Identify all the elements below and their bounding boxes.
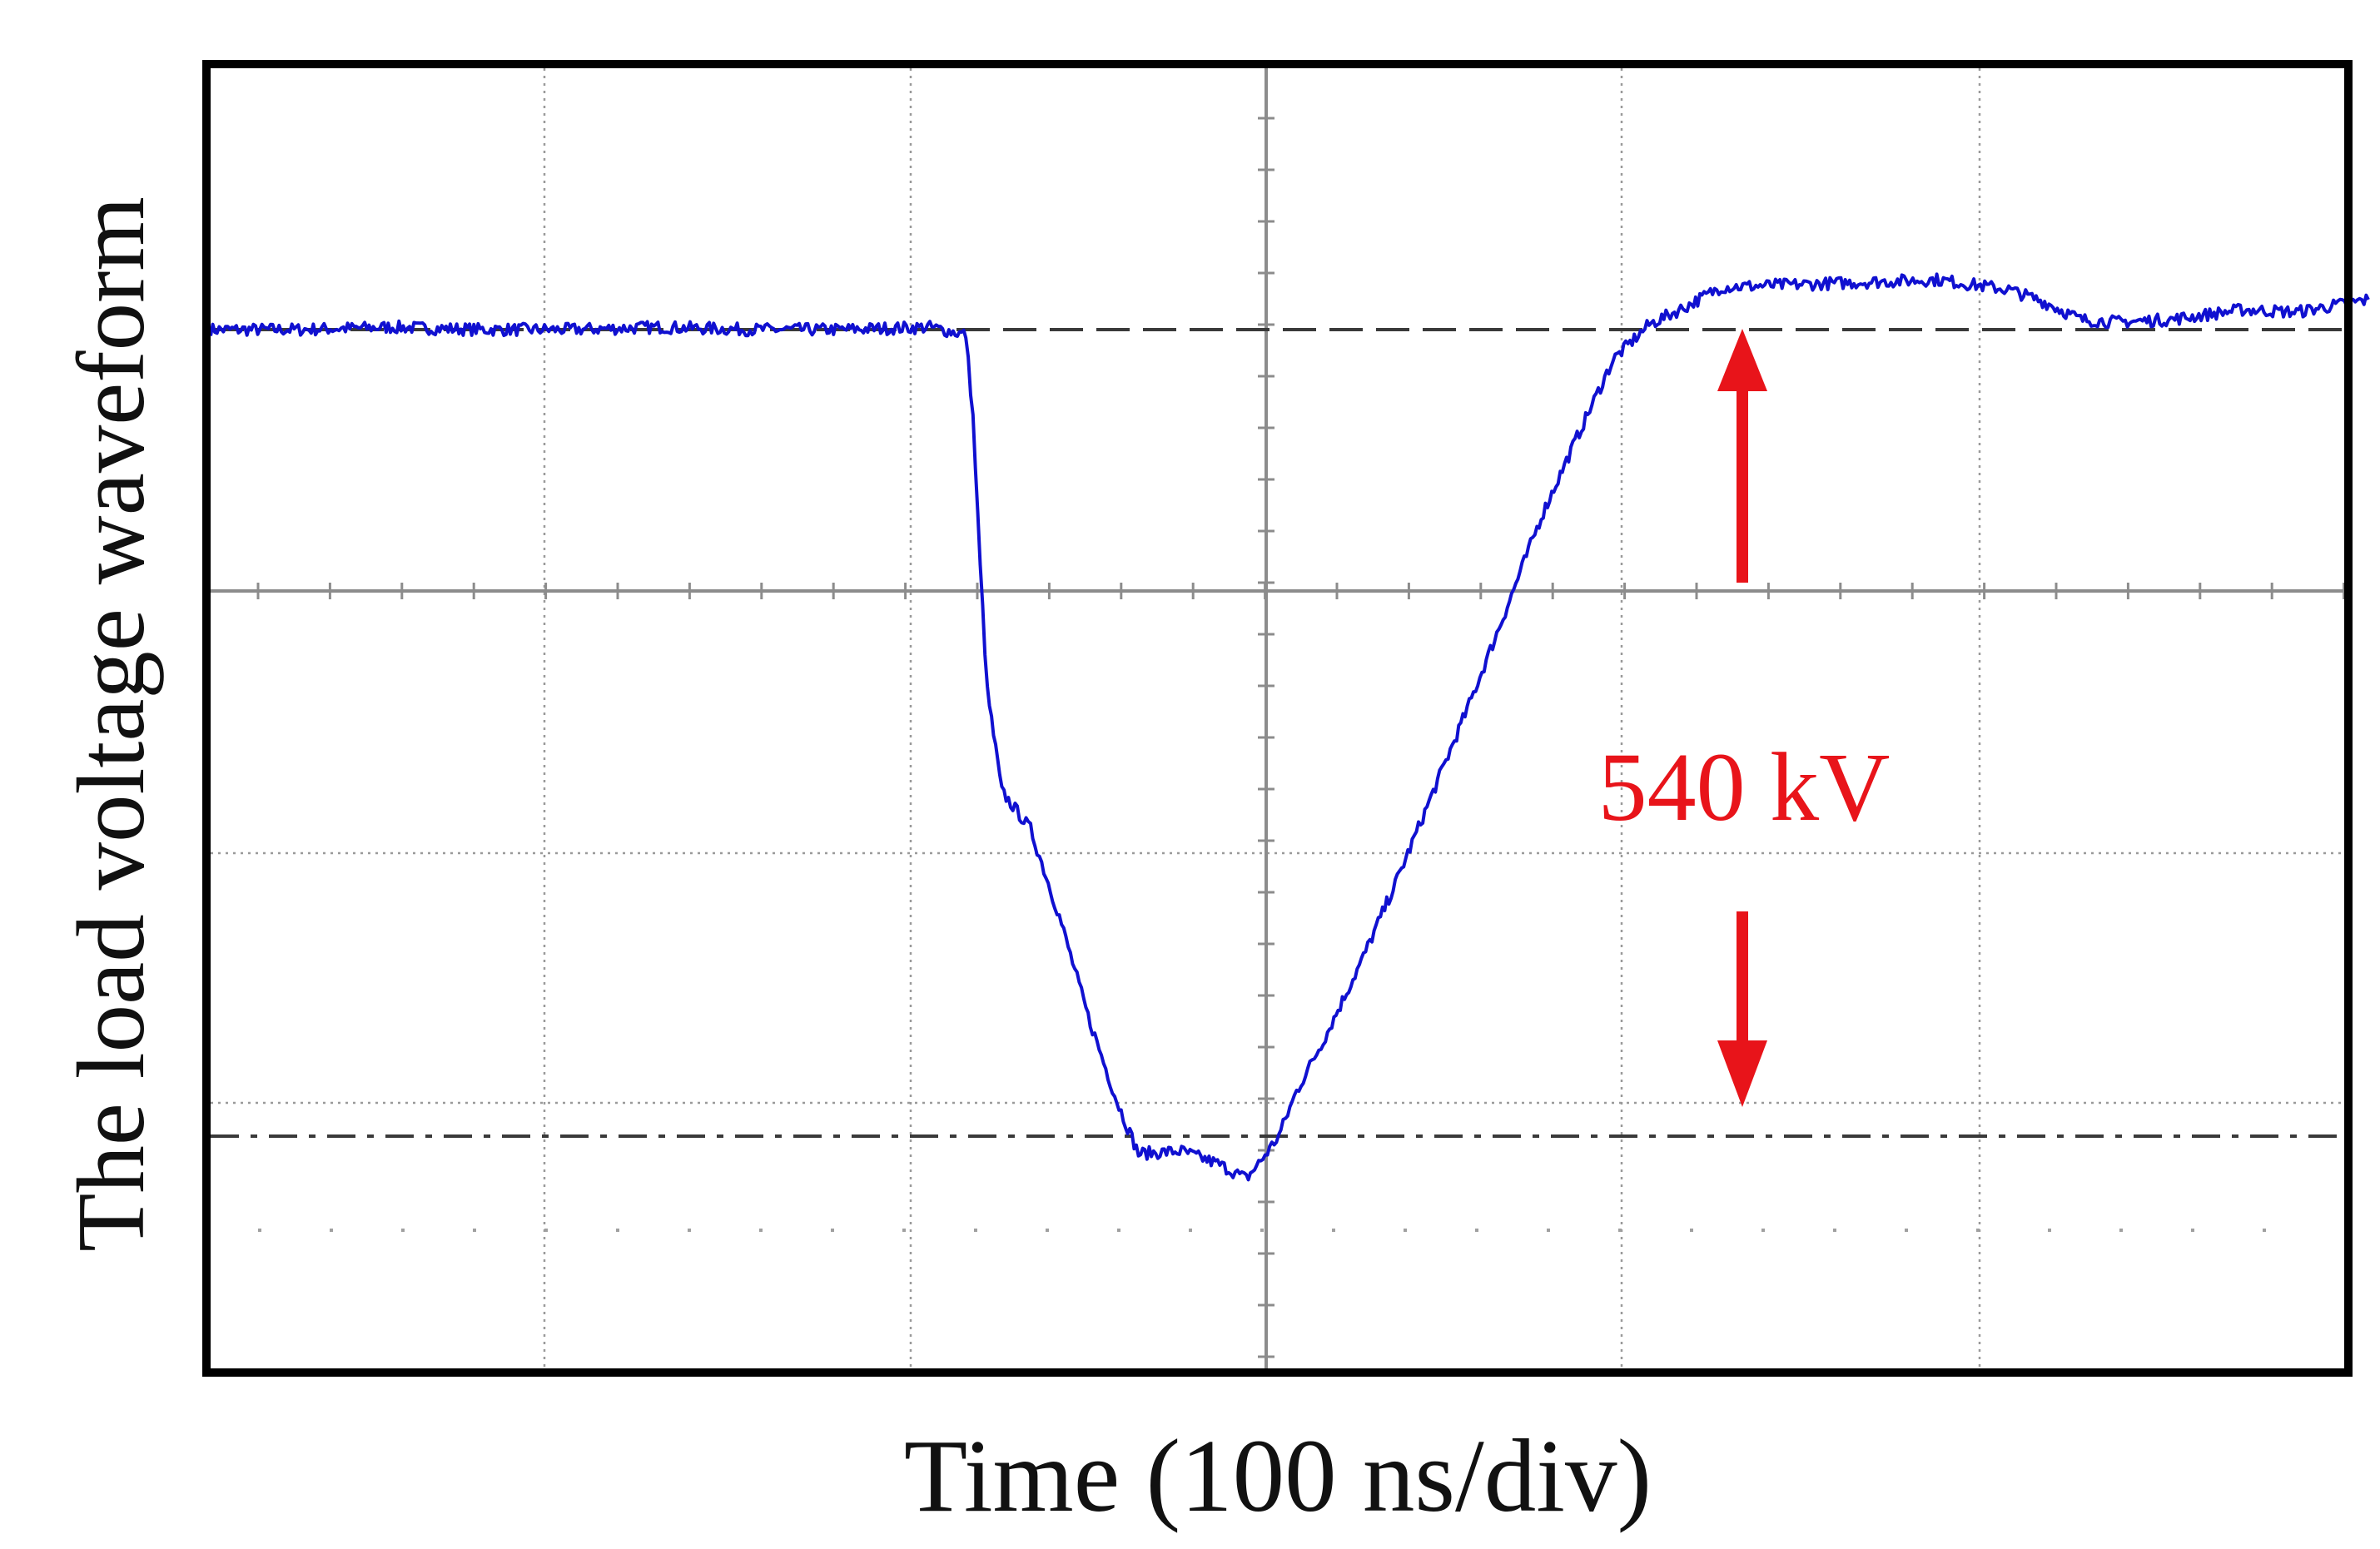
down-arrow-head xyxy=(1717,1040,1767,1107)
amplitude-annotation: 540 kV xyxy=(1598,329,1891,1107)
voltage-trace-line xyxy=(209,272,2370,1182)
reference-lines xyxy=(211,328,2344,1138)
grid xyxy=(211,68,2346,1368)
y-axis-label: The load voltage waveform xyxy=(58,196,164,1252)
plot-frame xyxy=(202,60,2353,1377)
amplitude-label: 540 kV xyxy=(1598,732,1891,842)
up-arrow-head xyxy=(1717,329,1767,391)
x-axis-label: Time (100 ns/div) xyxy=(904,1419,1652,1534)
